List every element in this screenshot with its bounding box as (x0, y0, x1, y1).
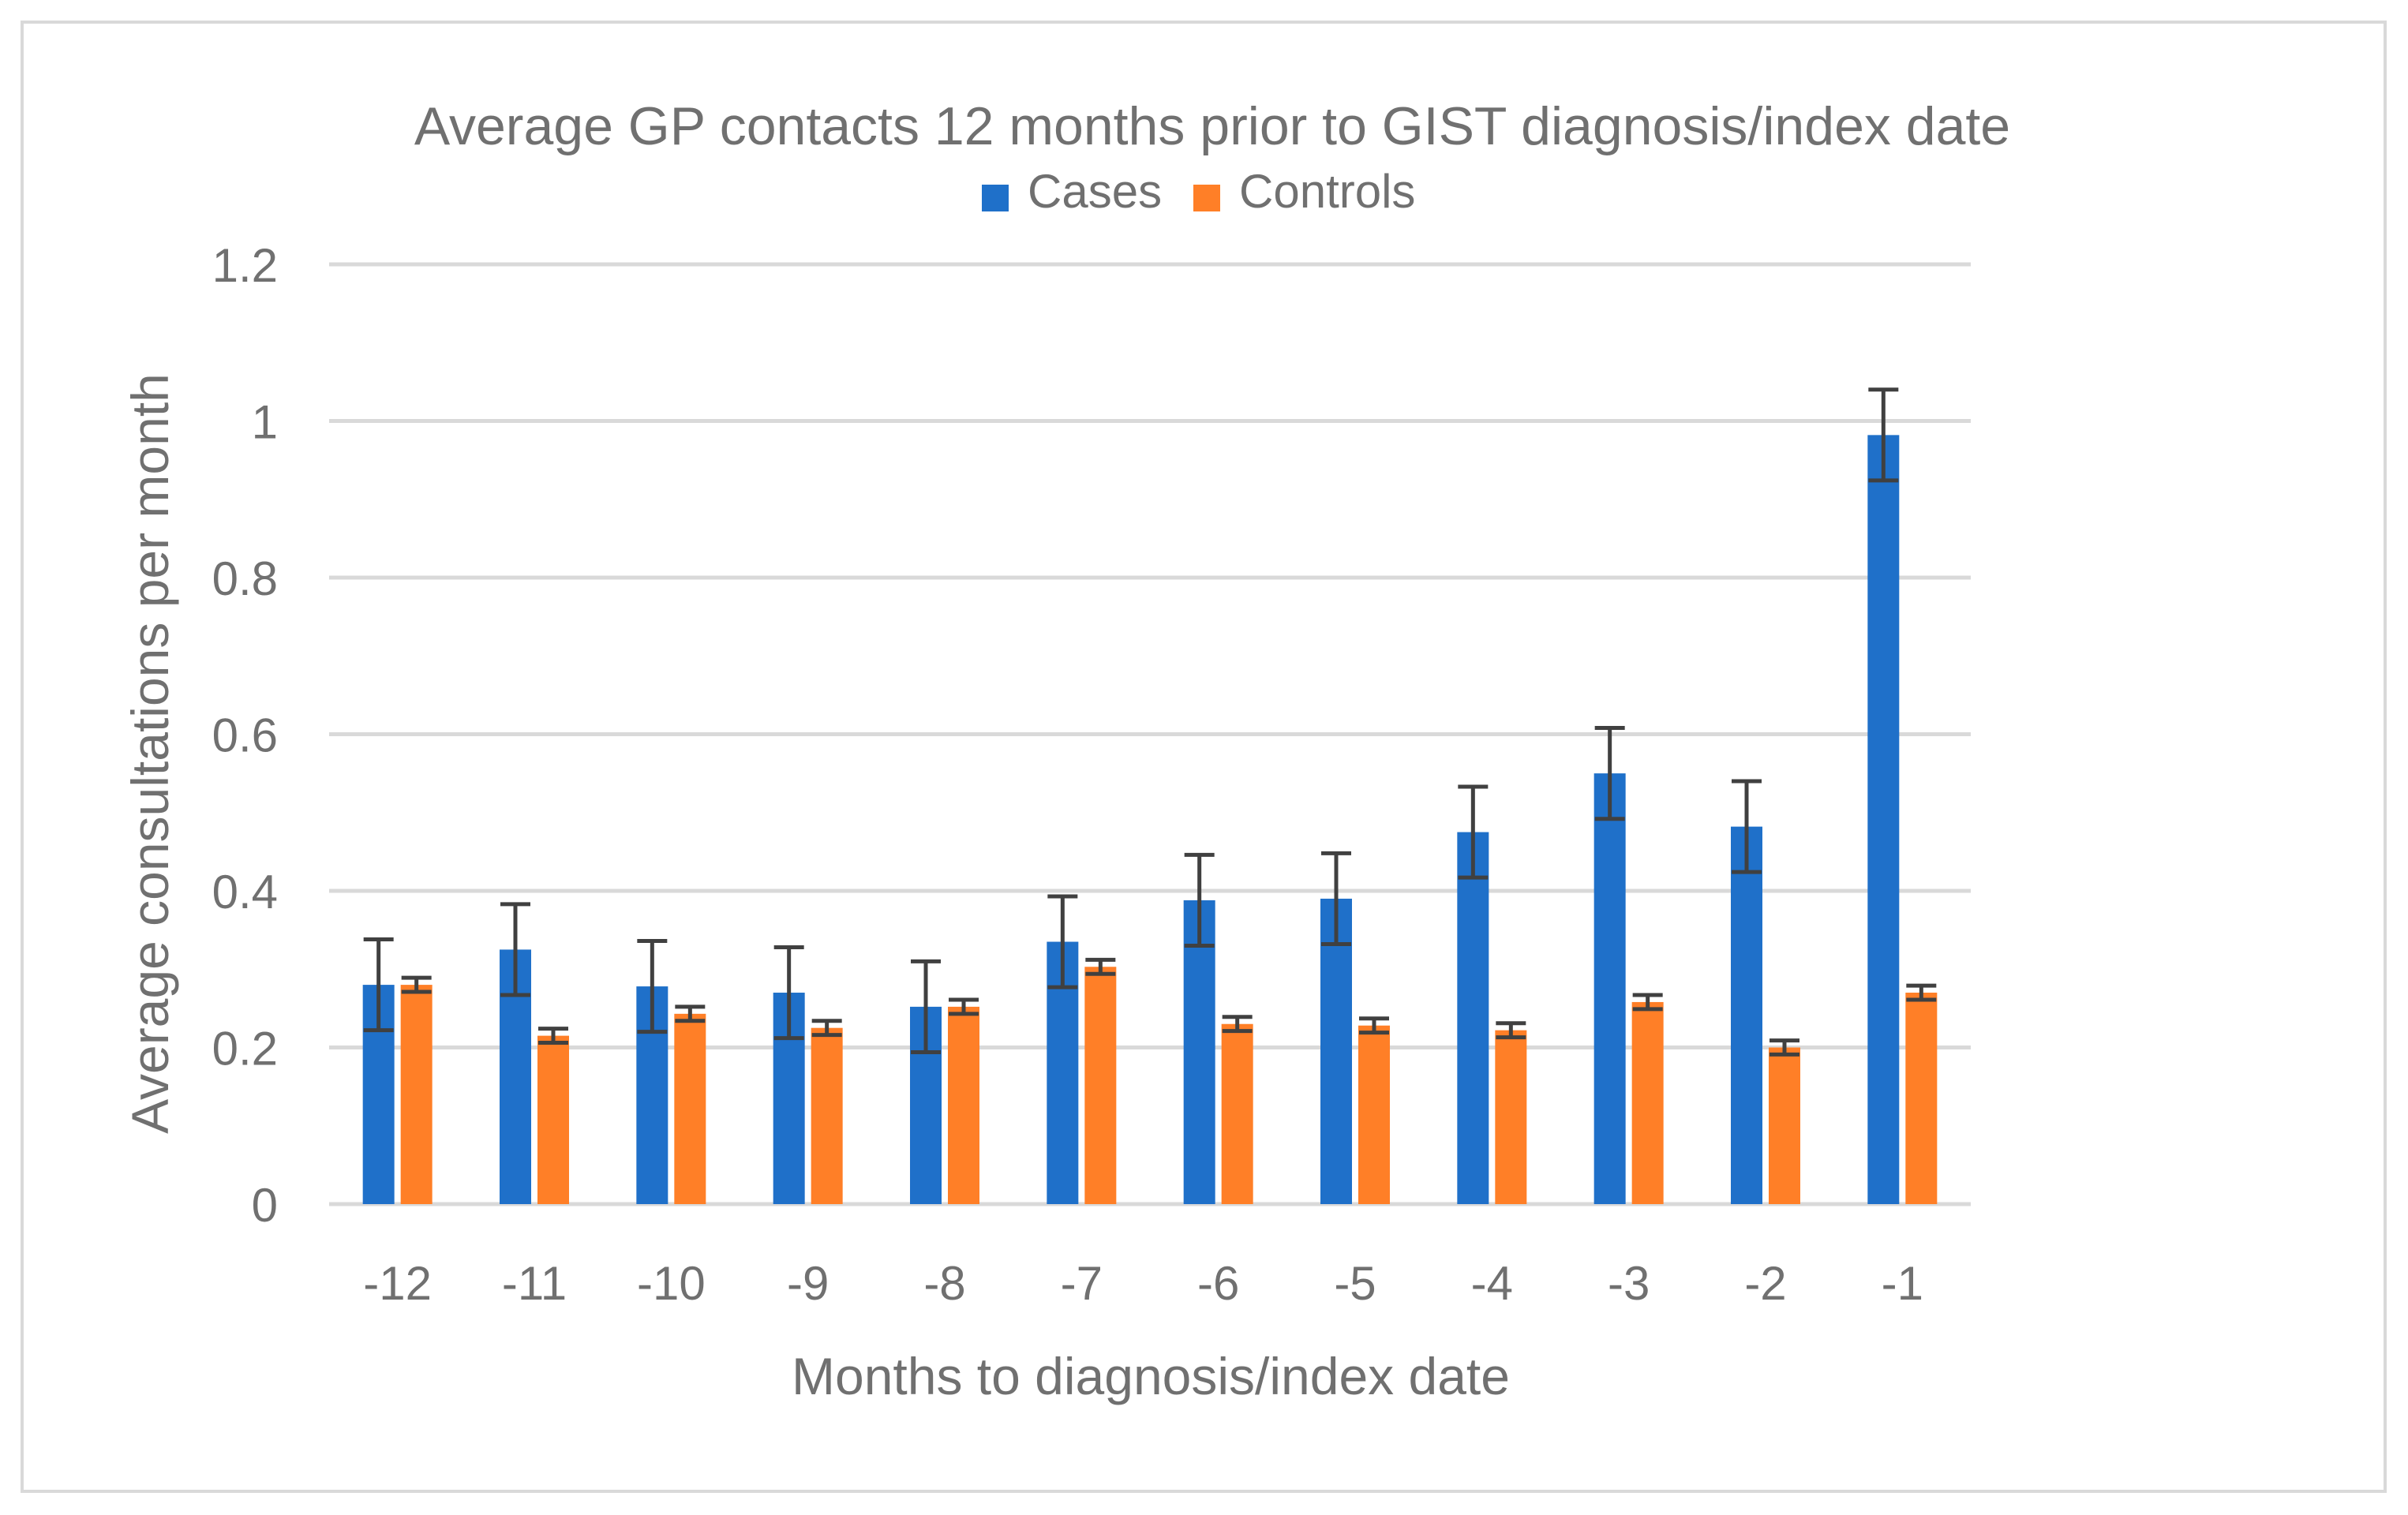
x-tick-label: -4 (1471, 1257, 1513, 1310)
error-bar-controls (949, 997, 979, 1016)
error-bar-controls (1496, 1021, 1526, 1040)
x-tick-label: -8 (923, 1257, 965, 1310)
legend-swatch-controls (1193, 185, 1220, 211)
x-tick-label: -11 (502, 1257, 567, 1310)
y-tick-label: 0.8 (212, 552, 278, 605)
bar-cases (1731, 826, 1762, 1204)
bar-cases (1867, 435, 1900, 1204)
bar-controls (1084, 967, 1117, 1204)
error-bar-cases (1321, 851, 1351, 946)
bar-controls (1631, 1001, 1664, 1204)
y-axis-label: Average consultations per month (121, 373, 179, 1134)
x-tick-label: -5 (1334, 1257, 1376, 1310)
chart-title: Average GP contacts 12 months prior to G… (414, 96, 2010, 156)
bar-controls (948, 1006, 979, 1204)
error-bar-controls (675, 1004, 706, 1023)
legend-swatch-cases (982, 185, 1009, 211)
error-bar-controls (1085, 957, 1116, 976)
x-tick-label: -6 (1197, 1257, 1239, 1310)
x-axis-label: Months to diagnosis/index date (792, 1347, 1510, 1405)
error-bar-cases (637, 939, 668, 1034)
x-tick-label: -3 (1608, 1257, 1650, 1310)
x-tick-label: -1 (1882, 1257, 1923, 1310)
gridlines (329, 262, 1971, 1206)
error-bar-controls (401, 975, 432, 994)
error-bar-controls (1906, 983, 1937, 1002)
bar-controls (811, 1027, 843, 1204)
error-bar-cases (773, 945, 804, 1041)
legend-label-controls: Controls (1239, 165, 1415, 218)
bar-cases (1593, 773, 1626, 1204)
bar-controls (1221, 1023, 1253, 1204)
error-bar-controls (811, 1019, 842, 1038)
error-bar-controls (1769, 1038, 1799, 1057)
error-bar-cases (500, 902, 530, 997)
y-tick-label: 1 (252, 396, 278, 449)
bar-controls (1769, 1047, 1800, 1204)
error-bar-cases (1594, 726, 1625, 821)
bar-controls (674, 1013, 706, 1204)
x-tick-label: -7 (1061, 1257, 1103, 1310)
x-tick-label: -10 (637, 1257, 706, 1310)
error-bars (363, 387, 1937, 1057)
bar-controls (1905, 993, 1938, 1204)
x-tick-label: -9 (787, 1257, 829, 1310)
x-tick-label: -12 (363, 1257, 432, 1310)
bar-cases (1183, 900, 1215, 1204)
legend-label-cases: Cases (1028, 165, 1162, 218)
y-axis-ticks: 0 0.2 0.4 0.6 0.8 1 1.2 (212, 239, 278, 1232)
legend: Cases Controls (982, 165, 1415, 218)
y-tick-label: 0 (252, 1179, 278, 1232)
y-tick-label: 0.6 (212, 709, 278, 762)
y-tick-label: 0.2 (212, 1023, 278, 1075)
bar-controls (537, 1035, 569, 1204)
bar-controls (1358, 1025, 1390, 1204)
error-bar-cases (363, 937, 394, 1033)
error-bar-cases (1047, 894, 1078, 989)
x-axis-ticks: -12 -11 -10 -9 -8 -7 -6 -5 -4 -3 -2 -1 (363, 1257, 1923, 1310)
error-bar-controls (1632, 993, 1663, 1012)
y-tick-label: 0.4 (212, 866, 278, 918)
x-tick-label: -2 (1744, 1257, 1786, 1310)
error-bar-cases (1732, 779, 1762, 874)
bar-controls (1495, 1030, 1527, 1204)
error-bar-controls (1222, 1015, 1253, 1034)
error-bar-controls (538, 1027, 568, 1046)
error-bar-cases (1458, 784, 1489, 880)
error-bar-controls (1359, 1016, 1389, 1035)
bar-controls (400, 985, 433, 1204)
error-bar-cases (1184, 852, 1215, 948)
y-tick-label: 1.2 (212, 239, 278, 292)
error-bar-cases (911, 959, 941, 1054)
bar-cases (1320, 898, 1352, 1204)
bar-cases (1457, 832, 1489, 1204)
bars (362, 435, 1938, 1204)
error-bar-cases (1868, 387, 1899, 483)
